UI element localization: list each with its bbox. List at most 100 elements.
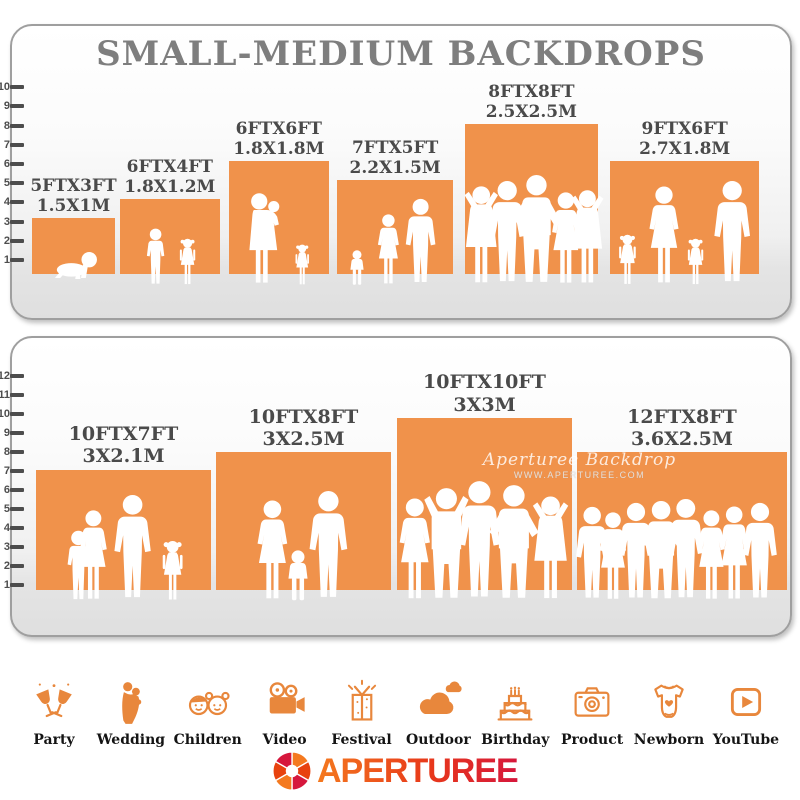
backdrop-size-label: 10FTX8FT 3X2.5M: [194, 402, 414, 450]
ruler-tick: [10, 450, 24, 454]
ruler-tick: [10, 200, 24, 205]
category-label: Children: [173, 732, 242, 748]
ruler-tick: [10, 85, 24, 90]
backdrop-5ftx3ft: [32, 217, 115, 274]
ruler-tick: [10, 258, 24, 262]
backdrop-10ftx10ft: [397, 418, 572, 590]
backdrop-size-m: 3.6X2.5M: [631, 427, 733, 450]
backdrop-9ftx6ft: [610, 161, 760, 274]
backdrop-size-ft: 10FTX10FT: [423, 371, 546, 394]
category-label: Newborn: [633, 732, 705, 748]
backdrop-size-label: 10FTX10FT 3X3M: [375, 368, 595, 416]
backdrop-size-m: 2.7X1.8M: [639, 139, 731, 160]
ruler-tick-label: 1: [3, 254, 10, 266]
backdrop-size-ft: 10FTX7FT: [68, 422, 179, 445]
ruler-tick: [10, 469, 24, 473]
person-man-silhouette: [740, 502, 780, 602]
backdrop-size-label: 6FTX4FT 1.8X1.2M: [60, 153, 280, 197]
ruler-tick: [10, 104, 24, 109]
backdrop-size-ft: 10FTX8FT: [248, 405, 359, 428]
ruler-tick: [10, 564, 24, 568]
category-youtube: YouTube: [712, 678, 780, 748]
category-label: YouTube: [712, 732, 780, 748]
ruler-tick-label: 10: [0, 81, 10, 94]
person-boy-silhouette: [144, 228, 167, 286]
backdrop-size-m: 3X2.5M: [262, 427, 345, 450]
backdrop-size-label: 5FTX3FT 1.5X1M: [0, 172, 184, 216]
ruler-tick: [10, 412, 24, 416]
ruler-tick: [10, 181, 24, 186]
category-festival: Festival: [328, 678, 396, 748]
ruler-tick-label: 8: [3, 446, 10, 458]
brand-wordmark: APERTUREE: [317, 752, 519, 790]
backdrop-size-m: 2.2X1.5M: [349, 157, 441, 178]
category-children: Children: [174, 678, 242, 748]
ruler-tick: [10, 507, 24, 511]
backdrop-size-label: 8FTX8FT 2.5X2.5M: [421, 78, 641, 122]
category-label: Party: [33, 732, 75, 748]
category-label: Video: [262, 732, 307, 748]
ruler-tick: [10, 431, 24, 435]
ruler-tick-label: 2: [3, 560, 10, 572]
person-man-silhouette: [306, 490, 351, 602]
backdrop-size-ft: 8FTX8FT: [488, 81, 575, 102]
brand-logo: APERTUREE: [0, 750, 800, 792]
category-wedding: Wedding: [97, 678, 165, 748]
category-video: Video: [251, 678, 319, 748]
backdrop-10ftx7ft: [36, 469, 211, 590]
ruler-tick: [10, 393, 24, 397]
ruler-tick: [10, 488, 24, 492]
ruler-tick-label: 7: [3, 465, 10, 477]
backdrop-size-label: 7FTX5FT 2.2X1.5M: [285, 134, 505, 178]
aperture-logo-icon: [272, 751, 312, 791]
backdrop-size-ft: 7FTX5FT: [351, 137, 439, 158]
person-toddler-silhouette: [348, 250, 366, 286]
backdrop-size-ft: 6FTX4FT: [126, 156, 213, 177]
person-girl-silhouette: [293, 244, 311, 286]
ruler-tick-label: 9: [3, 427, 10, 439]
backdrop-size-m: 2.5X2.5M: [485, 101, 577, 122]
person-girl-silhouette: [685, 238, 706, 286]
backdrop-size-m: 3X2.1M: [82, 445, 165, 468]
person-girl-silhouette: [177, 238, 198, 286]
ruler-tick-label: 4: [3, 522, 10, 534]
birthday-icon: [491, 678, 539, 726]
category-icons-row: Party Wedding Children Video Festival Outdoor…: [20, 660, 780, 748]
ruler-tick: [10, 374, 24, 378]
product-icon: [568, 678, 616, 726]
person-woman-silhouette: [644, 186, 684, 286]
backdrop-size-ft: 12FTX8FT: [627, 405, 737, 428]
backdrop-size-ft: 9FTX6FT: [641, 119, 728, 140]
ruler-tick-label: 5: [3, 177, 10, 190]
ruler-tick-label: 11: [0, 389, 10, 401]
category-newborn: Newborn: [633, 678, 705, 748]
ruler-tick: [10, 219, 24, 224]
person-woman-baby-silhouette: [243, 192, 286, 286]
backdrop-size-m: 1.8X1.8M: [233, 139, 325, 160]
backdrop-6ftx4ft: [120, 198, 220, 274]
ruler-tick-label: 10: [0, 408, 10, 420]
category-label: Product: [561, 732, 624, 748]
backdrop-12ftx8ft: [577, 452, 787, 590]
category-birthday: Birthday: [481, 678, 549, 748]
ruler-tick: [10, 526, 24, 530]
ruler-tick: [10, 238, 24, 243]
backdrop-8ftx8ft: [465, 123, 598, 274]
backdrop-size-m: 3X3M: [453, 393, 516, 416]
wedding-icon: [107, 678, 155, 726]
category-outdoor: Outdoor: [404, 678, 472, 748]
ruler-tick-label: 12: [0, 370, 10, 382]
page-title: SMALL-MEDIUM BACKDROPS: [96, 34, 706, 74]
person-baby-crawl-silhouette: [51, 250, 99, 280]
category-label: Wedding: [96, 732, 166, 748]
festival-icon: [338, 678, 386, 726]
backdrop-size-m: 1.5X1M: [36, 195, 111, 216]
ruler-tick: [10, 545, 24, 549]
category-product: Product: [558, 678, 626, 748]
ruler-tick: [10, 583, 24, 587]
backdrop-size-label: 10FTX7FT 3X2.1M: [14, 420, 234, 468]
outdoor-icon: [414, 678, 462, 726]
backdrop-7ftx5ft: [337, 180, 454, 274]
